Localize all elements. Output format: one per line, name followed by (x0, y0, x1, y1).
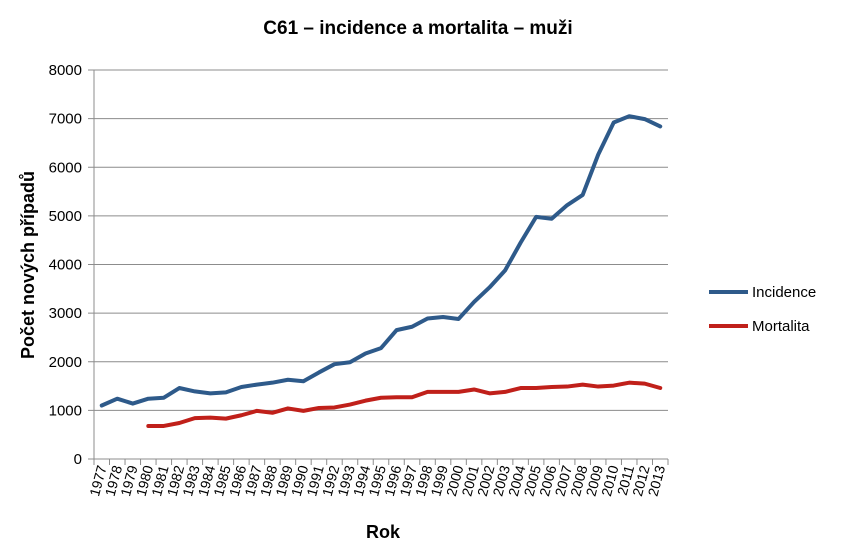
x-tick-label: 1977 (86, 463, 110, 497)
x-axis-title: Rok (366, 522, 401, 542)
x-tick-label: 2009 (583, 463, 607, 497)
plot-series (99, 114, 663, 428)
x-tick-label: 2011 (614, 463, 637, 496)
x-tick-label: 1989 (272, 463, 296, 497)
x-tick-label: 1993 (334, 463, 358, 497)
y-tick-label: 5000 (49, 208, 82, 225)
x-tick-label: 1998 (412, 463, 436, 497)
y-tick-label: 8000 (49, 62, 82, 79)
x-tick-label: 1979 (117, 463, 141, 497)
x-tick-label: 2005 (521, 463, 545, 497)
chart-title: C61 – incidence a mortalita – muži (263, 18, 572, 39)
x-tick-label: 2002 (474, 463, 498, 497)
x-axis-ticks: 1977197819791980198119821983198419851986… (86, 463, 668, 497)
x-tick-label: 1992 (319, 463, 343, 497)
legend-label-incidence: Incidence (752, 284, 816, 301)
legend-label-mortalita: Mortalita (752, 318, 810, 335)
x-tick-label: 2010 (598, 463, 622, 497)
x-tick-label: 1995 (365, 463, 389, 497)
y-tick-label: 7000 (49, 111, 82, 128)
legend: Incidence Mortalita (709, 284, 816, 335)
x-tick-label: 1996 (381, 463, 405, 497)
series-line-incidence (99, 114, 663, 408)
x-tick-label: 1981 (148, 463, 172, 497)
x-tick-label: 1980 (133, 463, 157, 497)
y-tick-label: 0 (74, 451, 82, 468)
x-tick-label: 1984 (195, 463, 219, 497)
x-tick-label: 1987 (241, 463, 265, 497)
y-axis-ticks: 0 1000 2000 3000 4000 5000 6000 7000 8000 (49, 62, 82, 468)
y-tick-label: 6000 (49, 159, 82, 176)
x-tick-label: 1978 (102, 463, 126, 497)
x-tick-label: 2007 (552, 463, 576, 497)
series-line-mortalita (146, 380, 663, 428)
x-tick-label: 1986 (226, 463, 250, 497)
x-tick-label: 1991 (303, 463, 327, 497)
x-tick-label: 1994 (350, 463, 374, 497)
x-tick-label: 2008 (567, 463, 591, 497)
y-tick-label: 3000 (49, 305, 82, 322)
x-tick-label: 1999 (427, 463, 451, 497)
y-tick-label: 2000 (49, 354, 82, 371)
x-tick-label: 2000 (443, 463, 467, 497)
y-axis-title: Počet nových případů (18, 171, 38, 359)
x-tick-label: 2012 (629, 463, 653, 497)
x-tick-label: 1990 (288, 463, 312, 497)
x-tick-label: 1982 (164, 463, 188, 497)
x-tick-label: 1997 (396, 463, 420, 497)
gridlines (88, 69, 669, 465)
x-tick-label: 1988 (257, 463, 281, 497)
x-tick-label: 2004 (505, 463, 529, 497)
x-tick-label: 1985 (210, 463, 234, 497)
x-tick-label: 1983 (179, 463, 203, 497)
x-tick-label: 2001 (458, 463, 482, 497)
x-tick-label: 2013 (645, 463, 669, 497)
y-tick-label: 1000 (49, 402, 82, 419)
y-tick-label: 4000 (49, 257, 82, 274)
x-tick-label: 2003 (489, 463, 513, 497)
x-tick-label: 2006 (536, 463, 560, 497)
